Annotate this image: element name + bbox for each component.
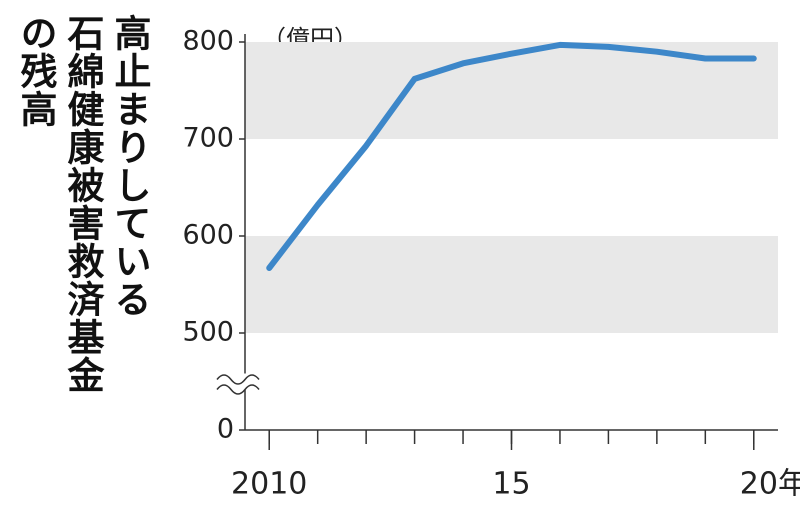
- y-tick-label: 600: [182, 220, 234, 251]
- x-tick-label: 20年度: [740, 467, 800, 502]
- title-line: 高止まりしている: [108, 14, 151, 318]
- axis-break: [216, 374, 260, 395]
- x-tick-label: 2010: [231, 467, 307, 502]
- band: [245, 236, 778, 333]
- title-line: の残高: [14, 14, 57, 128]
- title-line: 石綿健康被害救済基金: [61, 14, 104, 394]
- y-tick-label: 700: [182, 123, 234, 154]
- y-tick-label: 500: [182, 317, 234, 348]
- x-tick-label: 15: [492, 467, 530, 502]
- chart-title: 高止まりしている 石綿健康被害救済基金 の残高: [12, 14, 153, 494]
- y-tick-label: 800: [182, 26, 234, 57]
- data-line: [266, 41, 757, 272]
- y-tick-label: 0: [217, 414, 234, 445]
